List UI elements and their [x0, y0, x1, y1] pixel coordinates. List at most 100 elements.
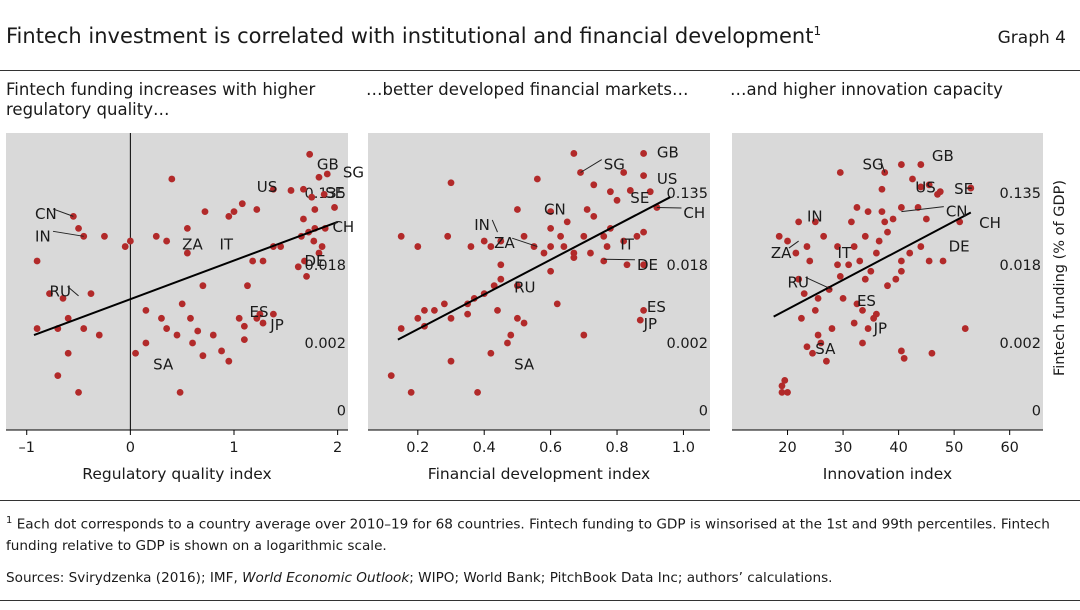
data-point	[514, 282, 521, 290]
data-point	[64, 349, 72, 357]
data-point	[872, 310, 880, 318]
data-point	[183, 249, 191, 257]
data-point	[303, 272, 310, 280]
data-point	[331, 204, 338, 211]
x-axis-title: Innovation index	[823, 465, 952, 483]
label-leader-line	[656, 206, 682, 209]
data-point	[897, 267, 905, 275]
data-point	[640, 150, 647, 157]
data-point	[806, 257, 814, 265]
label-leader-line	[788, 240, 799, 249]
data-point	[201, 208, 209, 216]
data-point	[811, 306, 819, 314]
data-point	[158, 314, 165, 322]
x-tick-label: 0	[126, 440, 135, 456]
data-point	[294, 263, 302, 271]
data-point	[853, 300, 861, 308]
country-label: ZA	[494, 234, 515, 252]
data-point	[845, 261, 853, 269]
data-point	[497, 261, 505, 269]
data-point	[839, 294, 847, 302]
data-point	[640, 261, 647, 269]
data-point	[563, 218, 571, 226]
data-point	[872, 249, 880, 257]
data-point	[75, 224, 82, 232]
y-tick-label: 0	[1032, 404, 1041, 420]
data-point	[310, 237, 318, 245]
country-label: IT	[219, 235, 233, 253]
data-point	[856, 257, 864, 265]
data-point	[889, 215, 897, 223]
data-point	[850, 243, 858, 250]
data-point	[301, 257, 308, 265]
data-point	[300, 185, 307, 193]
panel-3-title: …and higher innovation capacity	[730, 80, 1003, 99]
data-point	[897, 161, 905, 168]
data-point	[240, 336, 248, 344]
data-point	[132, 349, 139, 357]
data-point	[814, 331, 822, 339]
data-point	[121, 243, 129, 250]
country-label: GB	[657, 144, 679, 162]
x-tick-label: 0.6	[539, 440, 562, 456]
header: Fintech investment is correlated with in…	[0, 0, 1080, 70]
data-point	[633, 232, 641, 240]
y-tick-label: 0.002	[999, 336, 1041, 352]
data-point	[590, 181, 598, 189]
data-point	[387, 372, 395, 380]
data-point	[87, 290, 95, 298]
data-point	[176, 388, 184, 396]
data-point	[834, 243, 841, 250]
label-leader-line	[901, 206, 944, 213]
data-point	[925, 181, 933, 189]
sources-suffix: ; WIPO; World Bank; PitchBook Data Inc; …	[409, 570, 833, 586]
data-point	[892, 275, 900, 283]
data-point	[823, 357, 830, 365]
data-point	[230, 208, 238, 216]
x-tick-label: 40	[889, 440, 907, 456]
data-point	[600, 257, 608, 265]
data-point	[480, 237, 488, 245]
data-point	[189, 339, 196, 347]
sources: Sources: Svirydzenka (2016); IMF, World …	[6, 570, 832, 586]
country-label: CN	[544, 200, 566, 218]
data-point	[407, 388, 415, 396]
data-point	[636, 316, 644, 324]
data-point	[199, 352, 207, 360]
country-label: IT	[838, 244, 852, 262]
trend-line	[397, 196, 671, 341]
data-point	[101, 232, 108, 240]
data-point	[497, 275, 505, 283]
data-point	[163, 237, 171, 245]
data-point	[474, 388, 481, 396]
x-tick-label: 0.4	[473, 440, 496, 456]
sources-prefix: Sources: Svirydzenka (2016); IMF,	[6, 570, 243, 586]
country-label: SG	[343, 164, 364, 182]
data-point	[59, 294, 67, 302]
data-point	[878, 185, 886, 193]
data-point	[580, 331, 588, 339]
data-point	[80, 232, 88, 240]
country-label: SG	[604, 156, 625, 174]
data-point	[173, 331, 181, 339]
data-point	[318, 243, 326, 250]
data-point	[878, 208, 886, 216]
x-tick-label: –1	[18, 440, 34, 456]
data-point	[487, 349, 495, 357]
data-point	[259, 319, 267, 327]
country-label: ES	[250, 303, 269, 321]
data-point	[603, 243, 611, 250]
data-point	[209, 331, 217, 339]
data-point	[836, 169, 844, 176]
data-point	[820, 232, 828, 240]
label-leader-line	[52, 230, 84, 237]
country-label: ES	[647, 298, 666, 316]
data-point	[557, 232, 564, 240]
data-point	[897, 257, 905, 265]
data-point	[934, 190, 941, 198]
x-tick-label: 0.8	[605, 440, 628, 456]
trend-line	[33, 220, 338, 336]
country-label: JP	[873, 320, 887, 338]
data-point	[961, 325, 969, 332]
panel-1-title: Fintech funding increases with higher re…	[6, 80, 316, 119]
